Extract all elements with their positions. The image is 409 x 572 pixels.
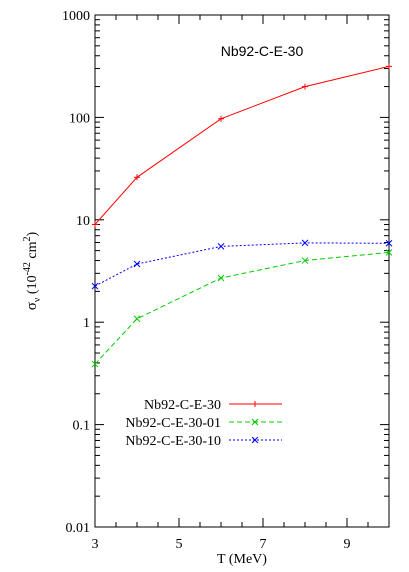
series-line-1	[94, 65, 390, 225]
y-label-sigma: σ	[24, 302, 40, 310]
y-label-unit-cm: cm	[25, 241, 40, 262]
y-tick-label: 1000	[62, 9, 90, 24]
series-3-point	[385, 239, 393, 247]
series-1-point	[134, 174, 140, 181]
series-2-point	[91, 360, 99, 368]
y-axis-label: σν (10-42 cm2)	[22, 231, 43, 310]
plot-frame	[94, 14, 390, 528]
y-label-unit-open: (10	[25, 275, 40, 297]
x-axis-label: T (MeV)	[217, 552, 267, 567]
y-tick-label: 0.1	[73, 419, 91, 434]
ticks	[94, 14, 389, 528]
y-tick-label: 10	[76, 214, 90, 229]
series-3-point	[217, 243, 225, 250]
x-tick-label: 3	[92, 537, 99, 552]
y-tick-label: 0.01	[66, 521, 91, 536]
legend-marker-1	[252, 401, 258, 407]
legend-label-3: Nb92-C-E-30-10	[125, 434, 221, 449]
series-1-point	[302, 83, 308, 90]
x-tick-label: 5	[176, 537, 183, 552]
series-2-point	[301, 257, 309, 264]
y-tick-label: 1	[83, 316, 90, 331]
series-3-point	[301, 239, 309, 247]
series-1-point	[92, 221, 98, 228]
tick-labels: 0.01 0.1 1 10 100 1000 3 5 7 9	[62, 9, 351, 552]
series-1-point	[386, 63, 392, 70]
x-tick-label: 9	[344, 537, 351, 552]
series-2-point	[133, 315, 141, 323]
legend: Nb92-C-E-30 Nb92-C-E-30-01 Nb92-C-E-30-10	[125, 398, 282, 449]
chart-title: Nb92-C-E-30	[221, 43, 304, 59]
series-line-3	[94, 242, 390, 287]
y-label-unit-close: )	[25, 231, 40, 236]
x-tick-label: 7	[260, 537, 267, 552]
legend-label-1: Nb92-C-E-30	[144, 398, 221, 413]
y-tick-label: 100	[69, 111, 90, 126]
legend-marker-3	[251, 436, 259, 444]
y-label-nu: ν	[32, 297, 43, 302]
y-label-exponent: -42	[22, 262, 33, 275]
series-1-point	[218, 115, 224, 122]
series-layer	[91, 63, 393, 368]
series-2-point	[217, 274, 225, 282]
legend-marker-2	[251, 418, 259, 426]
y-label-cm-exponent: 2	[22, 236, 33, 241]
series-3-point	[133, 260, 141, 268]
series-3-point	[91, 282, 99, 290]
legend-label-2: Nb92-C-E-30-01	[125, 416, 221, 431]
series-line-2	[94, 251, 390, 365]
series-2-point	[385, 249, 393, 256]
